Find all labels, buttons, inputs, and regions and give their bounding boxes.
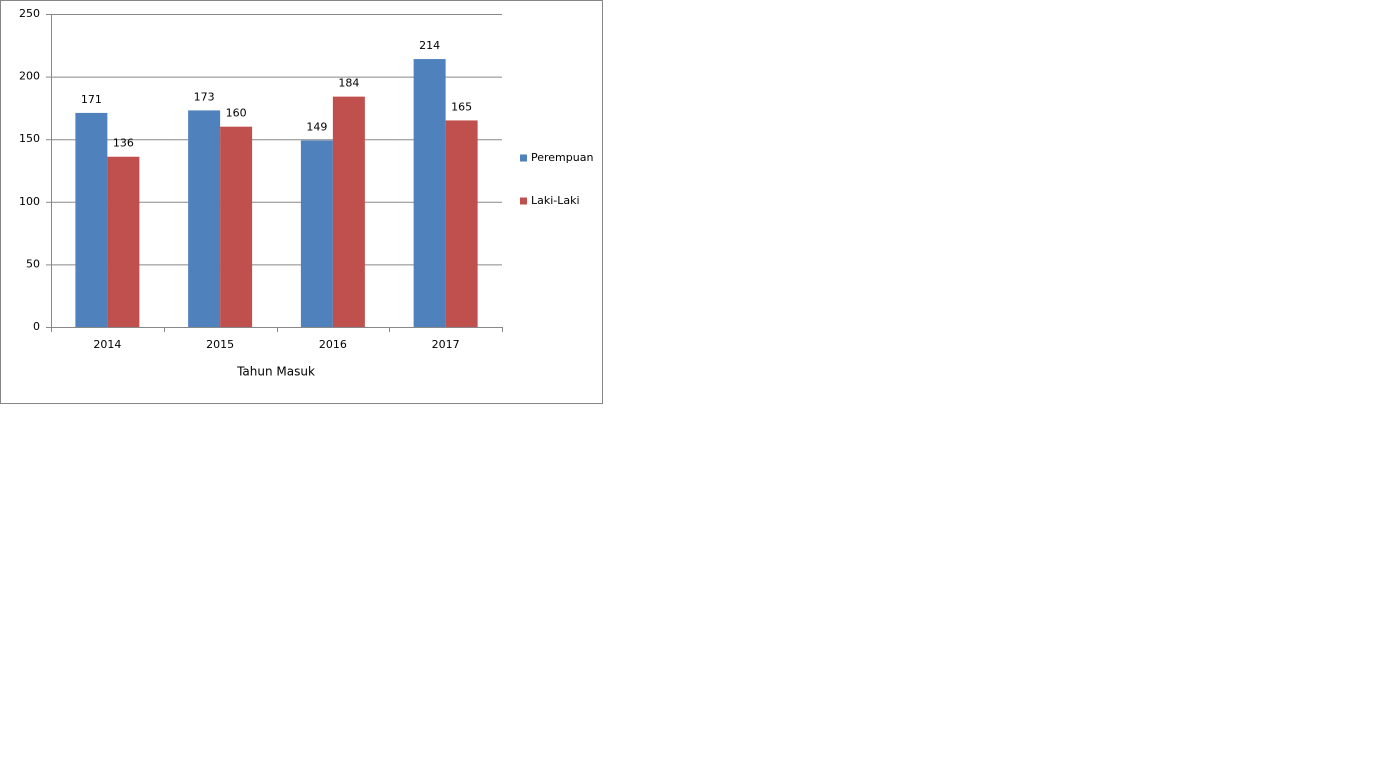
data-label: 173 [194, 90, 215, 103]
legend-label: Perempuan [531, 151, 593, 164]
data-label: 184 [338, 77, 359, 90]
data-label: 149 [306, 120, 327, 133]
data-label: 160 [226, 107, 247, 120]
legend-label: Laki-Laki [531, 194, 580, 207]
y-tick-label: 250 [19, 7, 40, 20]
x-tick-label: 2017 [432, 338, 460, 351]
x-tick-label: 2014 [93, 338, 121, 351]
legend-marker [520, 154, 527, 162]
y-tick-label: 50 [26, 257, 40, 270]
bar [332, 96, 365, 327]
bar [107, 156, 140, 327]
bar [413, 59, 446, 328]
y-tick-label: 0 [33, 320, 40, 333]
data-label: 214 [419, 39, 440, 52]
y-tick-label: 150 [19, 132, 40, 145]
y-tick-label: 200 [19, 70, 40, 83]
data-label: 171 [81, 93, 102, 106]
legend-marker [520, 197, 527, 205]
bar [445, 120, 478, 327]
bar [220, 126, 253, 328]
bar [75, 112, 108, 328]
data-label: 165 [451, 100, 472, 113]
x-tick-label: 2015 [206, 338, 234, 351]
x-tick-label: 2016 [319, 338, 347, 351]
x-axis-title: Tahun Masuk [236, 365, 315, 379]
data-label: 136 [113, 137, 134, 150]
bar [300, 140, 333, 327]
y-tick-label: 100 [19, 195, 40, 208]
bar [188, 110, 221, 328]
